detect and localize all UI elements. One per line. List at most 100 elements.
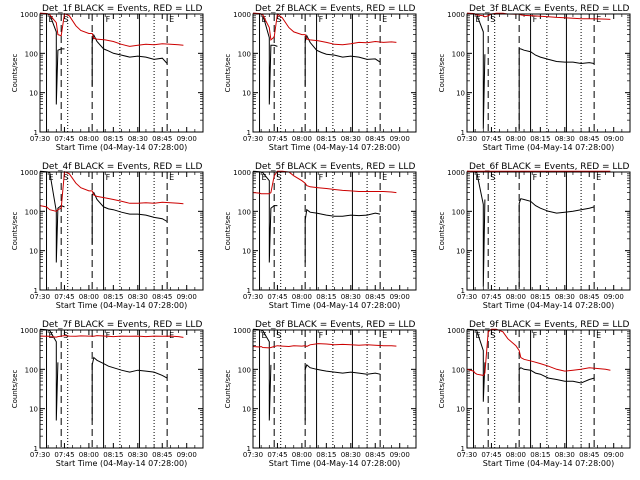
x-tick-label: 07:30 <box>457 451 477 459</box>
chart-title: Det_2f BLACK = Events, RED = LLD <box>255 4 415 14</box>
y-tick-label: 1 <box>247 445 251 453</box>
y-tick-label: 1000 <box>20 169 38 177</box>
y-tick-label: 10 <box>242 90 251 98</box>
y-axis-label: Counts/sec <box>438 54 446 93</box>
x-tick-label: 09:00 <box>177 135 197 143</box>
x-tick-label: 07:45 <box>267 451 287 459</box>
event-marker-label: E <box>382 331 387 340</box>
event-marker-label: F <box>106 173 111 182</box>
x-tick-label: 08:15 <box>316 451 336 459</box>
y-tick-label: 1 <box>34 287 38 295</box>
chart-title: Det_7f BLACK = Events, RED = LLD <box>42 320 202 330</box>
y-tick-label: 10 <box>456 406 465 414</box>
x-tick-label: 08:45 <box>579 451 599 459</box>
x-tick-label: 08:00 <box>292 293 312 301</box>
y-tick-label: 100 <box>452 366 465 374</box>
chart-panel: Det_7f BLACK = Events, RED = LLD 1 10 100 10… <box>11 320 204 468</box>
y-tick-label: 100 <box>452 50 465 58</box>
x-tick-label: 07:30 <box>30 293 50 301</box>
chart-panel: Det_2f BLACK = Events, RED = LLD 1 10 100 10… <box>224 4 417 152</box>
y-tick-label: 100 <box>25 208 38 216</box>
event-marker-label: F <box>106 331 111 340</box>
x-axis-label: Start Time (04-May-14 07:28:00) <box>56 143 187 152</box>
x-tick-label: 07:45 <box>54 293 74 301</box>
event-marker-label: E <box>262 173 267 182</box>
x-axis-label: Start Time (04-May-14 07:28:00) <box>56 301 187 310</box>
x-tick-label: 08:15 <box>103 451 123 459</box>
event-marker-label: E <box>476 15 481 24</box>
y-tick-label: 1 <box>247 129 251 137</box>
y-tick-label: 1 <box>461 287 465 295</box>
x-tick-label: 08:15 <box>530 293 550 301</box>
x-tick-label: 09:00 <box>604 451 624 459</box>
x-tick-label: 08:45 <box>365 293 385 301</box>
x-tick-label: 07:30 <box>457 135 477 143</box>
y-tick-label: 10 <box>29 248 38 256</box>
event-marker-label: E <box>169 331 174 340</box>
y-axis-label: Counts/sec <box>224 370 232 409</box>
y-tick-label: 10 <box>456 248 465 256</box>
x-tick-label: 07:45 <box>267 135 287 143</box>
x-tick-label: 09:00 <box>177 293 197 301</box>
x-tick-label: 09:00 <box>390 451 410 459</box>
y-tick-label: 1000 <box>447 11 465 19</box>
y-tick-label: 10 <box>242 248 251 256</box>
x-tick-label: 08:45 <box>579 293 599 301</box>
x-tick-label: 07:45 <box>481 451 501 459</box>
x-tick-label: 07:30 <box>30 135 50 143</box>
x-tick-label: 07:30 <box>243 135 263 143</box>
plot-frame <box>252 13 417 133</box>
y-tick-label: 1000 <box>20 11 38 19</box>
x-tick-label: 09:00 <box>177 451 197 459</box>
x-tick-label: 08:00 <box>79 451 99 459</box>
lld-series-line <box>39 170 184 212</box>
chart-panel: Det_9f BLACK = Events, RED = LLD 1 10 100 10… <box>438 320 631 468</box>
x-tick-label: 08:00 <box>292 451 312 459</box>
chart-panel: Det_8f BLACK = Events, RED = LLD 1 10 100 10… <box>224 320 417 468</box>
lld-series-line <box>252 343 397 349</box>
x-axis-label: Start Time (04-May-14 07:28:00) <box>56 459 187 468</box>
y-axis-label: Counts/sec <box>224 54 232 93</box>
x-tick-label: 08:45 <box>152 293 172 301</box>
x-tick-label: 08:45 <box>365 135 385 143</box>
x-tick-label: 08:30 <box>555 135 575 143</box>
y-tick-label: 10 <box>29 90 38 98</box>
x-tick-label: 08:00 <box>79 135 99 143</box>
chart-panel: Det_6f BLACK = Events, RED = LLD 1 10 100 10… <box>438 162 631 310</box>
x-tick-label: 07:45 <box>267 293 287 301</box>
y-tick-label: 10 <box>29 406 38 414</box>
x-tick-label: 07:45 <box>481 293 501 301</box>
x-tick-label: 08:00 <box>506 451 526 459</box>
x-tick-label: 08:30 <box>128 135 148 143</box>
x-tick-label: 08:15 <box>316 293 336 301</box>
x-axis-label: Start Time (04-May-14 07:28:00) <box>483 143 614 152</box>
y-tick-label: 1 <box>461 129 465 137</box>
event-marker-label: F <box>533 331 538 340</box>
event-marker-label: E <box>382 173 387 182</box>
y-tick-label: 1 <box>247 287 251 295</box>
y-tick-label: 1000 <box>233 11 251 19</box>
plot-frame <box>252 171 417 291</box>
x-tick-label: 09:00 <box>390 293 410 301</box>
lld-series-line <box>466 328 611 376</box>
plot-frame <box>39 13 204 133</box>
chart-title: Det_4f BLACK = Events, RED = LLD <box>42 162 202 172</box>
y-tick-label: 100 <box>238 50 251 58</box>
y-axis-label: Counts/sec <box>438 212 446 251</box>
x-axis-label: Start Time (04-May-14 07:28:00) <box>269 301 400 310</box>
x-axis-label: Start Time (04-May-14 07:28:00) <box>269 143 400 152</box>
event-marker-label: S <box>63 15 68 24</box>
y-tick-label: 100 <box>25 366 38 374</box>
event-marker-label: E <box>596 331 601 340</box>
x-tick-label: 07:45 <box>54 135 74 143</box>
lld-series-line <box>39 335 184 338</box>
event-marker-label: F <box>319 331 324 340</box>
plot-frame <box>466 13 631 133</box>
y-tick-label: 100 <box>25 50 38 58</box>
event-marker-label: E <box>262 331 267 340</box>
x-tick-label: 09:00 <box>390 135 410 143</box>
x-tick-label: 08:45 <box>152 451 172 459</box>
y-tick-label: 10 <box>456 90 465 98</box>
x-tick-label: 08:30 <box>341 293 361 301</box>
